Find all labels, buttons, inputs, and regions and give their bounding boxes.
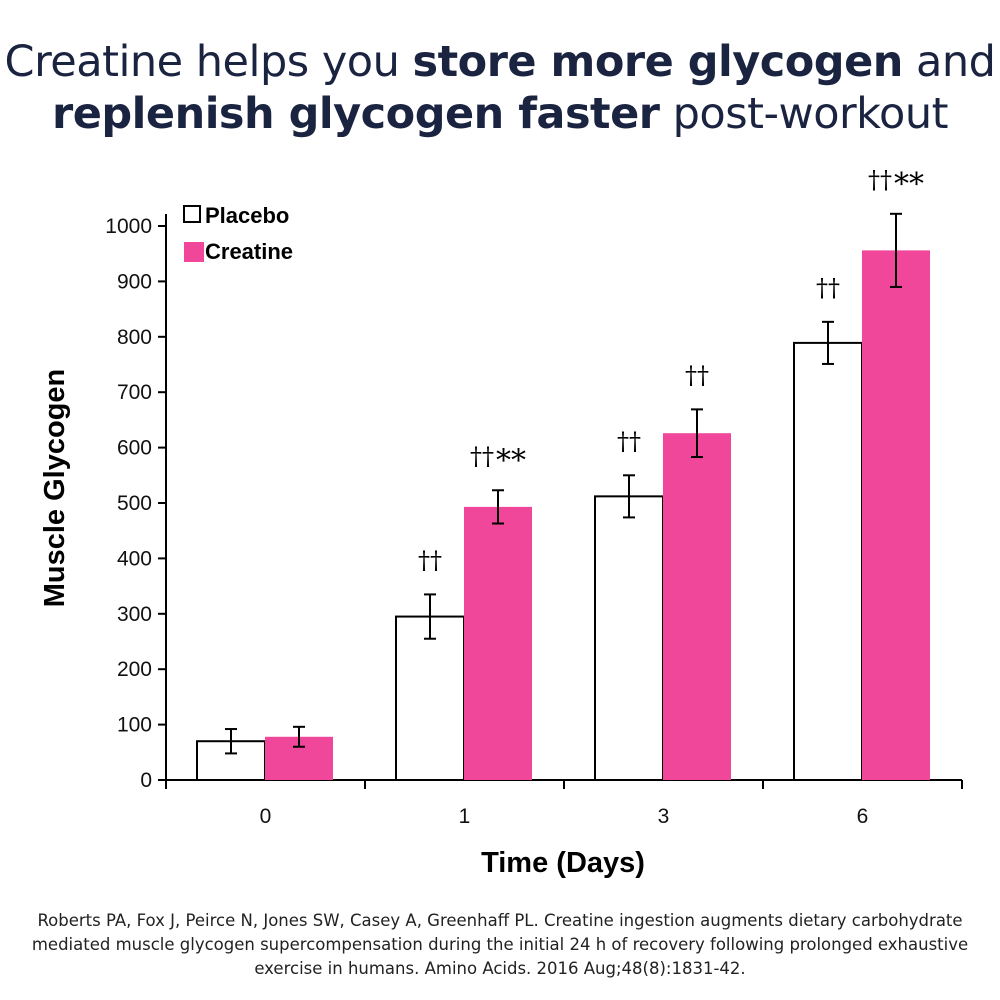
y-tick-label: 900 <box>117 270 152 293</box>
y-tick-label: 100 <box>117 714 152 737</box>
significance-marker: †† <box>617 427 641 455</box>
chart-legend: Placebo Creatine <box>183 203 293 264</box>
citation: Roberts PA, Fox J, Peirce N, Jones SW, C… <box>31 911 969 978</box>
y-tick-label: 200 <box>117 658 152 681</box>
bar-placebo-day-3 <box>594 495 664 781</box>
x-axis-title: Time (Days) <box>481 847 645 879</box>
headline-bold2: replenish glycogen faster <box>52 89 660 139</box>
y-tick-label: 700 <box>117 381 152 404</box>
chart-bars <box>196 212 930 781</box>
x-tick-label: 3 <box>658 805 670 828</box>
chart-annotations: †† ††** †† †† †† ††** <box>418 166 924 575</box>
x-tick-label: 6 <box>857 805 869 828</box>
legend-label-creatine: Creatine <box>205 239 293 264</box>
x-tick-label: 0 <box>260 805 272 828</box>
significance-marker: ††** <box>470 442 526 478</box>
y-tick-label: 400 <box>117 547 152 570</box>
bar-creatine-day-1 <box>464 506 532 780</box>
y-axis-title: Muscle Glycogen <box>39 369 71 608</box>
significance-marker: †† <box>418 546 442 574</box>
legend-swatch-creatine <box>184 242 204 262</box>
bar-placebo-day-6 <box>793 341 863 781</box>
y-tick-label: 600 <box>117 437 152 460</box>
bar-creatine-day-3 <box>663 433 731 780</box>
headline-bold1: store more glycogen <box>412 37 904 87</box>
y-tick-label: 800 <box>117 326 152 349</box>
y-tick-label: 0 <box>140 769 152 792</box>
headline-part2: and <box>902 37 996 87</box>
chart-axes: 0 100 200 300 400 500 600 700 800 900 1000 0 1 3 6 <box>105 214 963 828</box>
x-tick-label: 1 <box>459 805 471 828</box>
significance-marker: ††** <box>868 166 924 202</box>
legend-label-placebo: Placebo <box>205 203 289 228</box>
headline-part3: post-workout <box>659 89 949 139</box>
headline-part1: Creatine helps you <box>4 37 413 87</box>
y-tick-label: 300 <box>117 603 152 626</box>
headline: Creatine helps you store more glycogen a… <box>0 36 1000 140</box>
bar-placebo-day-1 <box>395 615 465 781</box>
significance-marker: †† <box>816 274 840 302</box>
significance-marker: †† <box>685 361 709 389</box>
legend-swatch-placebo <box>183 205 201 223</box>
y-tick-label: 1000 <box>105 215 152 238</box>
y-tick-label: 500 <box>117 492 152 515</box>
bar-creatine-day-6 <box>862 250 930 781</box>
